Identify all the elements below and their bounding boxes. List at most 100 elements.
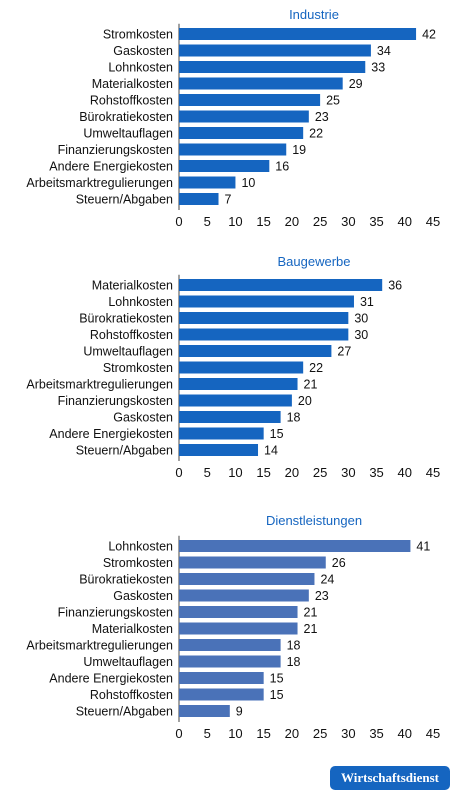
category-label: Rohstoffkosten bbox=[90, 688, 173, 702]
category-label: Steuern/Abgaben bbox=[76, 193, 173, 207]
chart-title: Baugewerbe bbox=[278, 254, 351, 269]
category-label: Finanzierungskosten bbox=[58, 143, 173, 157]
bar bbox=[179, 94, 321, 106]
data-label: 18 bbox=[287, 655, 301, 669]
data-label: 9 bbox=[236, 705, 243, 719]
data-label: 18 bbox=[287, 639, 301, 653]
x-tick-label: 35 bbox=[369, 214, 383, 229]
data-label: 30 bbox=[354, 312, 368, 326]
data-label: 21 bbox=[304, 606, 318, 620]
category-label: Rohstoffkosten bbox=[90, 328, 173, 342]
bar bbox=[179, 312, 349, 324]
bar bbox=[179, 540, 411, 552]
chart-title: Industrie bbox=[289, 7, 339, 22]
x-tick-label: 45 bbox=[426, 465, 440, 480]
x-tick-label: 20 bbox=[285, 214, 299, 229]
data-label: 20 bbox=[298, 394, 312, 408]
bar bbox=[179, 361, 304, 374]
x-tick-label: 15 bbox=[256, 214, 270, 229]
x-tick-label: 30 bbox=[341, 214, 355, 229]
data-label: 23 bbox=[315, 110, 329, 124]
x-tick-label: 20 bbox=[285, 465, 299, 480]
data-label: 15 bbox=[270, 427, 284, 441]
data-label: 24 bbox=[320, 573, 334, 587]
bar bbox=[179, 77, 343, 90]
source-badge: Wirtschaftsdienst bbox=[330, 766, 450, 790]
bar bbox=[179, 127, 304, 139]
x-tick-label: 0 bbox=[175, 465, 182, 480]
category-label: Materialkosten bbox=[92, 279, 173, 293]
x-tick-label: 40 bbox=[398, 214, 412, 229]
data-label: 42 bbox=[422, 28, 436, 42]
bar bbox=[179, 44, 371, 57]
x-tick-label: 35 bbox=[369, 726, 383, 741]
bar bbox=[179, 688, 264, 701]
data-label: 27 bbox=[337, 345, 351, 359]
data-label: 36 bbox=[388, 279, 402, 293]
x-tick-label: 15 bbox=[256, 726, 270, 741]
category-label: Gaskosten bbox=[113, 589, 173, 603]
bar bbox=[179, 556, 326, 569]
data-label: 22 bbox=[309, 361, 323, 375]
bar bbox=[179, 193, 219, 205]
category-label: Arbeitsmarktregulierungen bbox=[26, 176, 173, 190]
data-label: 21 bbox=[304, 622, 318, 636]
category-label: Umweltauflagen bbox=[83, 127, 173, 141]
category-label: Stromkosten bbox=[103, 556, 173, 570]
x-tick-label: 0 bbox=[175, 214, 182, 229]
x-tick-label: 20 bbox=[285, 726, 299, 741]
category-label: Materialkosten bbox=[92, 622, 173, 636]
bar bbox=[179, 28, 417, 40]
data-label: 31 bbox=[360, 295, 374, 309]
data-label: 16 bbox=[275, 160, 289, 174]
x-tick-label: 5 bbox=[204, 726, 211, 741]
category-label: Bürokratiekosten bbox=[79, 573, 173, 587]
category-label: Andere Energiekosten bbox=[49, 160, 173, 174]
bar bbox=[179, 672, 264, 684]
data-label: 21 bbox=[304, 378, 318, 392]
bar bbox=[179, 176, 236, 189]
bar bbox=[179, 328, 349, 341]
bar bbox=[179, 705, 230, 717]
bar bbox=[179, 143, 287, 156]
x-tick-label: 35 bbox=[369, 465, 383, 480]
category-label: Andere Energiekosten bbox=[49, 672, 173, 686]
data-label: 19 bbox=[292, 143, 306, 157]
x-tick-label: 45 bbox=[426, 726, 440, 741]
x-tick-label: 30 bbox=[341, 726, 355, 741]
x-tick-label: 45 bbox=[426, 214, 440, 229]
category-label: Arbeitsmarktregulierungen bbox=[26, 378, 173, 392]
data-label: 10 bbox=[241, 176, 255, 190]
category-label: Umweltauflagen bbox=[83, 345, 173, 359]
x-tick-label: 40 bbox=[398, 726, 412, 741]
data-label: 29 bbox=[349, 77, 363, 91]
category-label: Lohnkosten bbox=[108, 295, 173, 309]
category-label: Bürokratiekosten bbox=[79, 312, 173, 326]
data-label: 14 bbox=[264, 444, 278, 458]
category-label: Arbeitsmarktregulierungen bbox=[26, 639, 173, 653]
category-label: Finanzierungskosten bbox=[58, 394, 173, 408]
bar bbox=[179, 427, 264, 440]
category-label: Steuern/Abgaben bbox=[76, 444, 173, 458]
x-tick-label: 15 bbox=[256, 465, 270, 480]
data-label: 30 bbox=[354, 328, 368, 342]
bar bbox=[179, 378, 298, 390]
chart-title: Dienstleistungen bbox=[266, 513, 362, 528]
category-label: Steuern/Abgaben bbox=[76, 705, 173, 719]
category-label: Lohnkosten bbox=[108, 61, 173, 75]
data-label: 15 bbox=[270, 688, 284, 702]
category-label: Stromkosten bbox=[103, 361, 173, 375]
data-label: 34 bbox=[377, 44, 391, 58]
bar bbox=[179, 345, 332, 357]
x-tick-label: 10 bbox=[228, 465, 242, 480]
bar bbox=[179, 160, 270, 172]
category-label: Lohnkosten bbox=[108, 540, 173, 554]
bar bbox=[179, 639, 281, 651]
x-tick-label: 10 bbox=[228, 214, 242, 229]
bar bbox=[179, 573, 315, 585]
category-label: Andere Energiekosten bbox=[49, 427, 173, 441]
bar bbox=[179, 444, 259, 456]
data-label: 33 bbox=[371, 61, 385, 75]
bar bbox=[179, 589, 309, 602]
data-label: 26 bbox=[332, 556, 346, 570]
